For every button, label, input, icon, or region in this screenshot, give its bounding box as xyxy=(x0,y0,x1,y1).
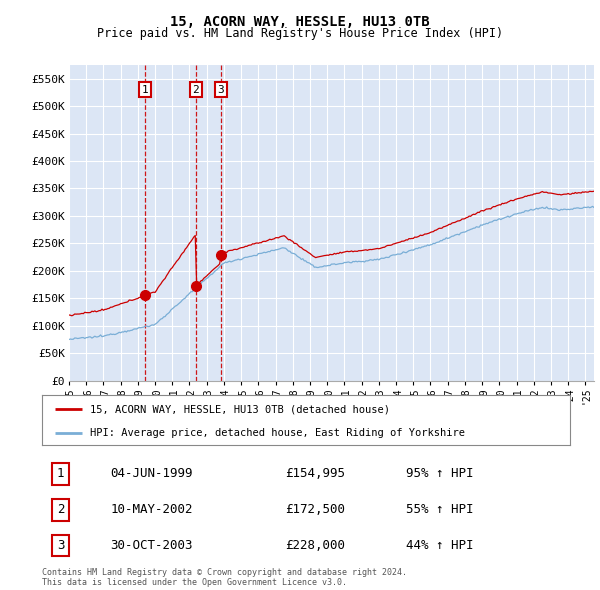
Text: Contains HM Land Registry data © Crown copyright and database right 2024.
This d: Contains HM Land Registry data © Crown c… xyxy=(42,568,407,587)
Text: 3: 3 xyxy=(218,84,224,94)
Text: £172,500: £172,500 xyxy=(285,503,345,516)
Text: 2: 2 xyxy=(57,503,64,516)
Text: £228,000: £228,000 xyxy=(285,539,345,552)
Text: 10-MAY-2002: 10-MAY-2002 xyxy=(110,503,193,516)
Text: Price paid vs. HM Land Registry's House Price Index (HPI): Price paid vs. HM Land Registry's House … xyxy=(97,27,503,40)
Text: 15, ACORN WAY, HESSLE, HU13 0TB: 15, ACORN WAY, HESSLE, HU13 0TB xyxy=(170,15,430,29)
Text: 1: 1 xyxy=(57,467,64,480)
Text: 1: 1 xyxy=(142,84,148,94)
Text: 30-OCT-2003: 30-OCT-2003 xyxy=(110,539,193,552)
Text: 55% ↑ HPI: 55% ↑ HPI xyxy=(406,503,474,516)
Text: 2: 2 xyxy=(193,84,199,94)
Text: £154,995: £154,995 xyxy=(285,467,345,480)
Text: 15, ACORN WAY, HESSLE, HU13 0TB (detached house): 15, ACORN WAY, HESSLE, HU13 0TB (detache… xyxy=(89,404,389,414)
Text: 95% ↑ HPI: 95% ↑ HPI xyxy=(406,467,474,480)
Text: 44% ↑ HPI: 44% ↑ HPI xyxy=(406,539,474,552)
Text: 04-JUN-1999: 04-JUN-1999 xyxy=(110,467,193,480)
Text: 3: 3 xyxy=(57,539,64,552)
Text: HPI: Average price, detached house, East Riding of Yorkshire: HPI: Average price, detached house, East… xyxy=(89,428,464,438)
